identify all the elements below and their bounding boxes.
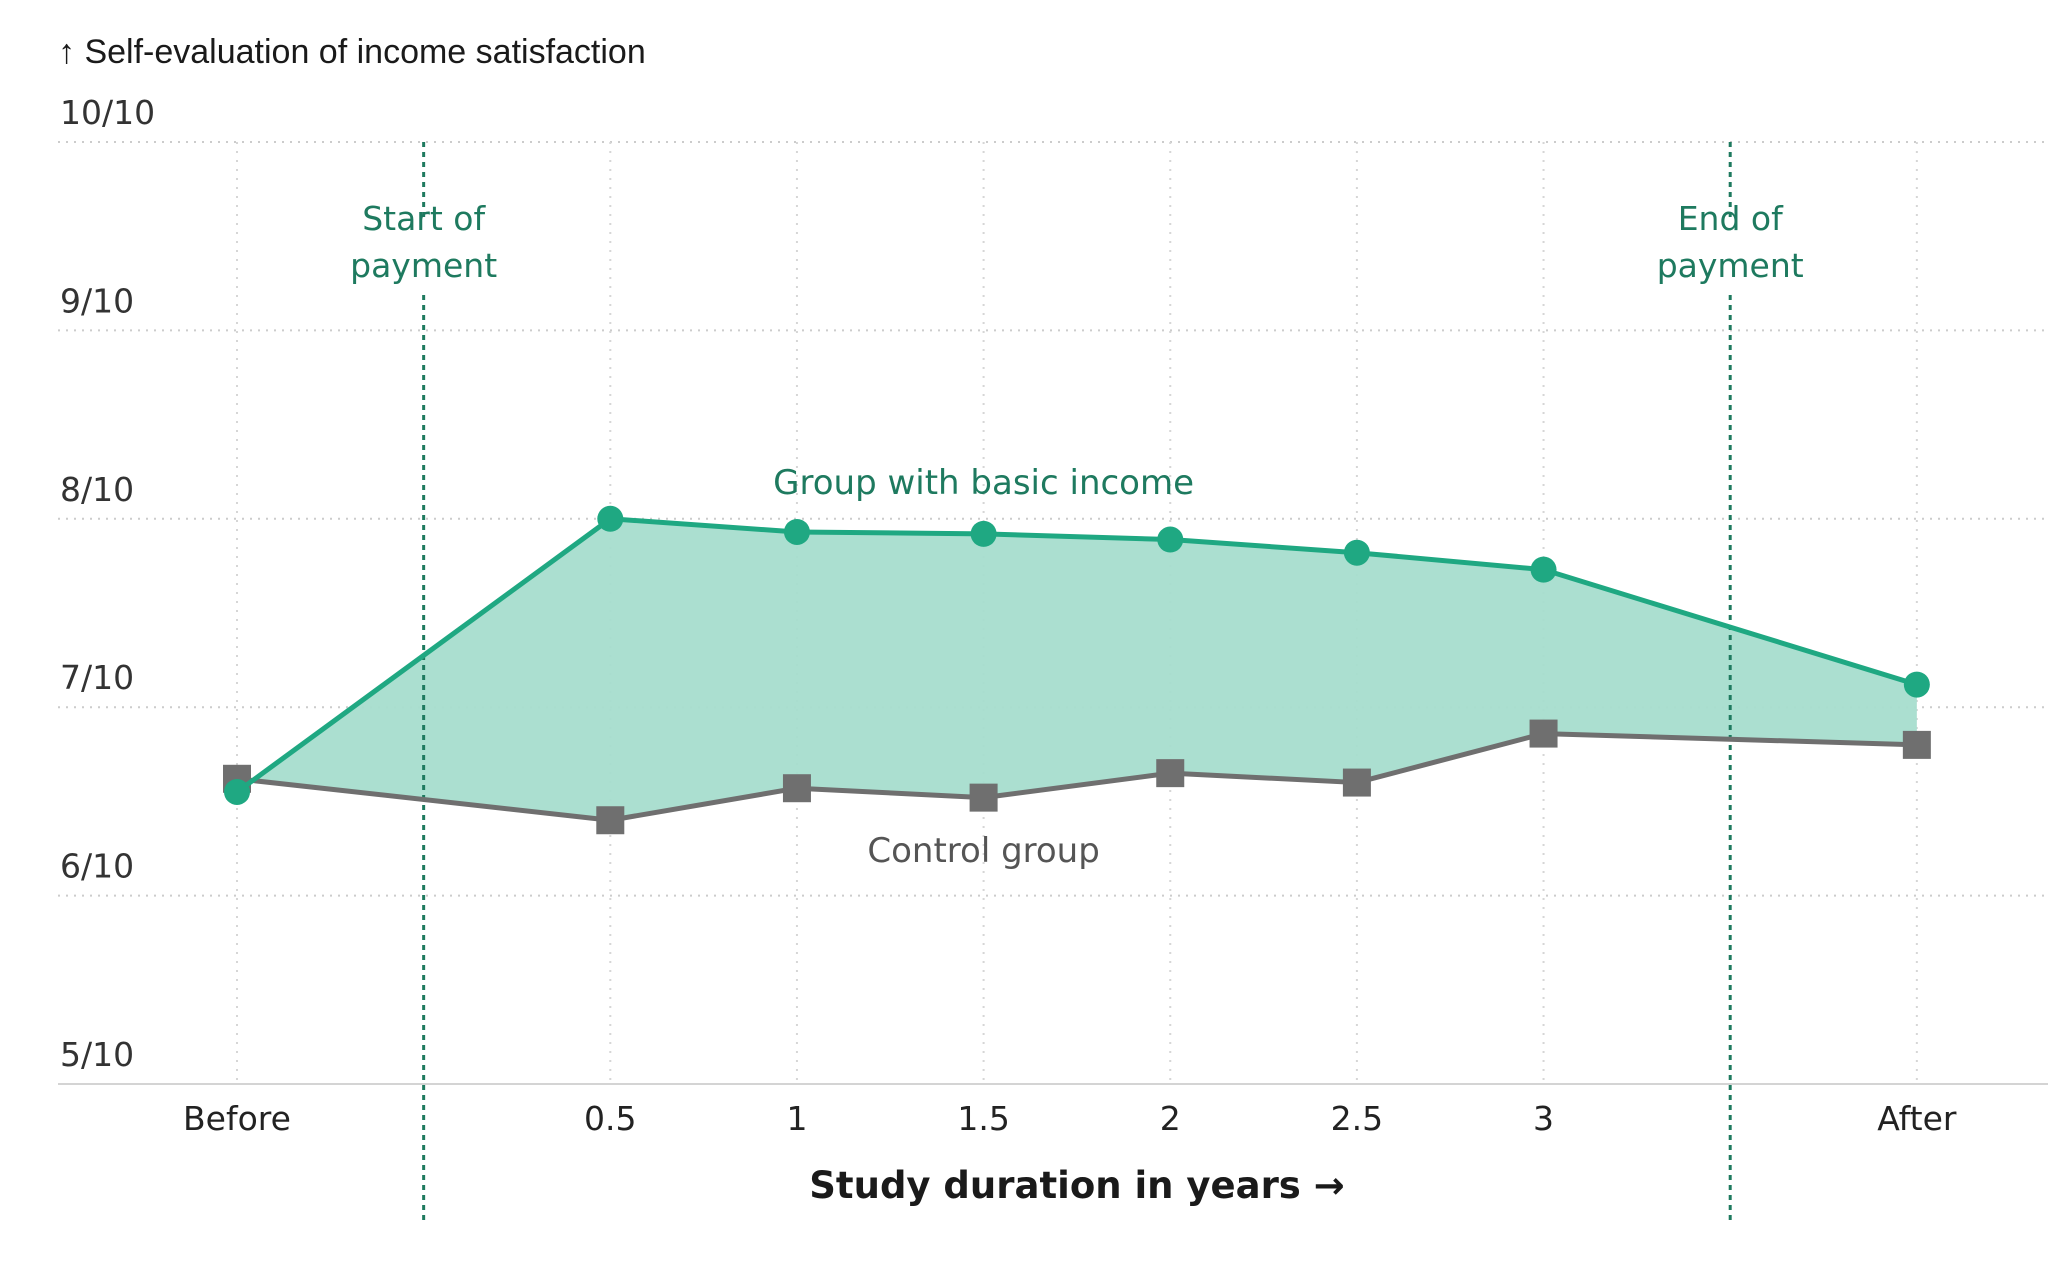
group-with-basic-income-point-2-5 [1343, 539, 1370, 566]
x-axis-title: Study duration in years → [809, 1164, 1344, 1207]
control-group-label: Control group [867, 831, 1099, 871]
group-with-basic-income-point-after [1903, 671, 1930, 698]
control-group-point-1-5 [969, 783, 998, 812]
control-group-point-2-5 [1342, 768, 1371, 797]
start-of-payment-label-line-2: payment [350, 246, 497, 285]
x-tick-before: Before [183, 1099, 291, 1138]
y-tick-9-10: 9/10 [60, 281, 134, 320]
control-group-point-0-5 [596, 806, 625, 835]
x-tick-labels: Before 0.5 1 1.5 2 2.5 3 After [183, 1099, 1957, 1138]
x-tick-2-5: 2.5 [1331, 1099, 1383, 1138]
group-with-basic-income-point-1 [783, 518, 810, 545]
y-axis-title: ↑ Self-evaluation of income satisfaction [58, 33, 646, 71]
control-group-point-1 [782, 774, 811, 803]
x-tick-2: 2 [1160, 1099, 1181, 1138]
difference-area-fill [237, 518, 1917, 821]
start-of-payment-label-line-1: Start of [362, 199, 486, 238]
x-tick-0-5: 0.5 [584, 1099, 636, 1138]
group-with-basic-income-point-0-5 [597, 505, 624, 532]
x-gridlines [236, 142, 1918, 1084]
group-with-basic-income-line [235, 516, 1918, 794]
group-with-basic-income-point-1-5 [970, 520, 997, 547]
control-group-line [236, 731, 1917, 823]
end-of-payment-label-line-1: End of [1678, 199, 1784, 238]
control-group-point-after [1902, 730, 1931, 759]
x-tick-1: 1 [786, 1099, 807, 1138]
group-with-basic-income-point-3 [1530, 556, 1557, 583]
y-tick-10-10: 10/10 [60, 93, 155, 132]
x-tick-after: After [1877, 1099, 1957, 1138]
y-tick-8-10: 8/10 [60, 470, 134, 509]
x-tick-1-5: 1.5 [957, 1099, 1009, 1138]
y-tick-6-10: 6/10 [60, 847, 134, 886]
series-lines [223, 505, 1931, 835]
event-markers: Start of payment End of payment [350, 142, 1804, 1222]
control-group-point-3 [1529, 719, 1558, 748]
y-tick-5-10: 5/10 [60, 1035, 134, 1074]
group-with-basic-income-label: Group with basic income [773, 463, 1194, 503]
group-with-basic-income-point-before [224, 778, 250, 805]
y-tick-labels: 5/10 6/10 7/10 8/10 9/10 10/10 [60, 93, 155, 1074]
series-labels: Group with basic income Control group [773, 463, 1194, 871]
x-tick-3: 3 [1533, 1099, 1554, 1138]
group-with-basic-income-point-2 [1157, 526, 1184, 553]
control-group-point-2 [1156, 759, 1185, 788]
difference-area [237, 518, 1917, 821]
y-tick-7-10: 7/10 [60, 658, 134, 697]
end-of-payment-label-line-2: payment [1657, 246, 1804, 285]
